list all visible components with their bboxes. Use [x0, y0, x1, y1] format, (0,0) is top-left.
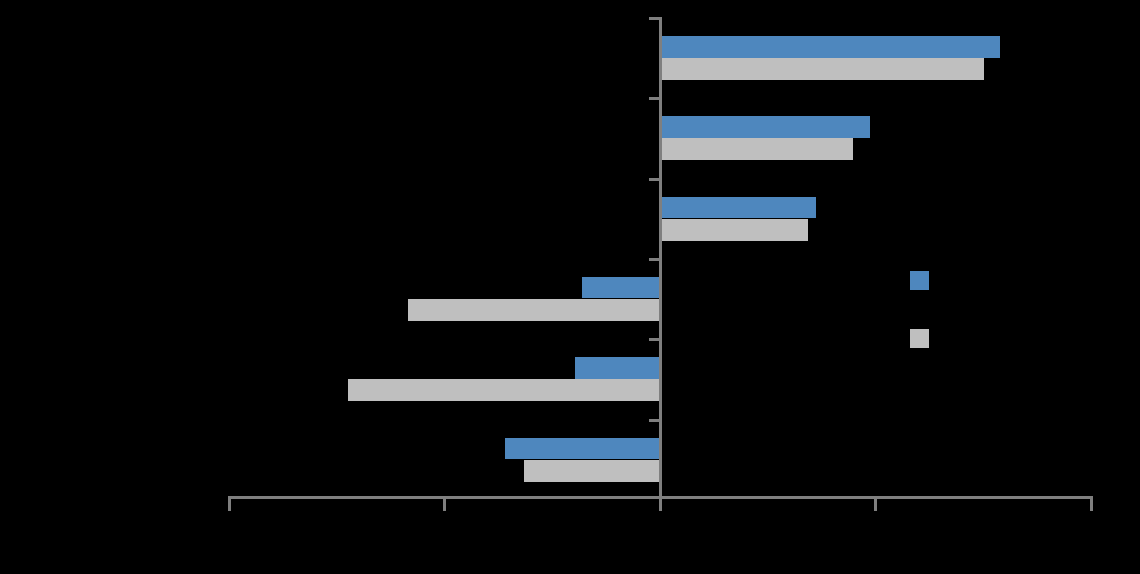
bar-gray-series-group-6 [524, 459, 660, 482]
x-axis-tick [443, 498, 446, 511]
y-axis-tick [648, 418, 659, 422]
bar-gray-series-group-2 [660, 138, 853, 161]
bar-gray-series-group-1 [660, 58, 985, 80]
y-axis-tick [648, 338, 659, 342]
bar-blue-series-group-1 [660, 36, 1001, 58]
x-axis-tick [874, 498, 877, 511]
bar-gray-series-group-4 [407, 298, 660, 321]
bar-blue-series-group-5 [574, 357, 660, 379]
y-axis-line [658, 17, 662, 499]
bar-blue-series-group-3 [660, 196, 817, 219]
legend-swatch-gray-series [910, 329, 929, 348]
y-axis-tick [648, 177, 659, 181]
y-axis-tick [648, 257, 659, 261]
bar-blue-series-group-4 [582, 276, 660, 299]
bar-blue-series-group-6 [504, 437, 660, 460]
x-axis-tick [227, 498, 231, 511]
bar-gray-series-group-5 [347, 379, 660, 402]
x-axis-line [227, 495, 1093, 499]
x-axis-tick [1089, 498, 1093, 511]
bar-gray-series-group-3 [660, 218, 808, 241]
x-axis-tick [658, 498, 662, 511]
bar-blue-series-group-2 [660, 116, 871, 138]
y-axis-tick [648, 17, 659, 20]
legend-swatch-blue-series [910, 271, 929, 290]
y-axis-tick [648, 97, 659, 101]
